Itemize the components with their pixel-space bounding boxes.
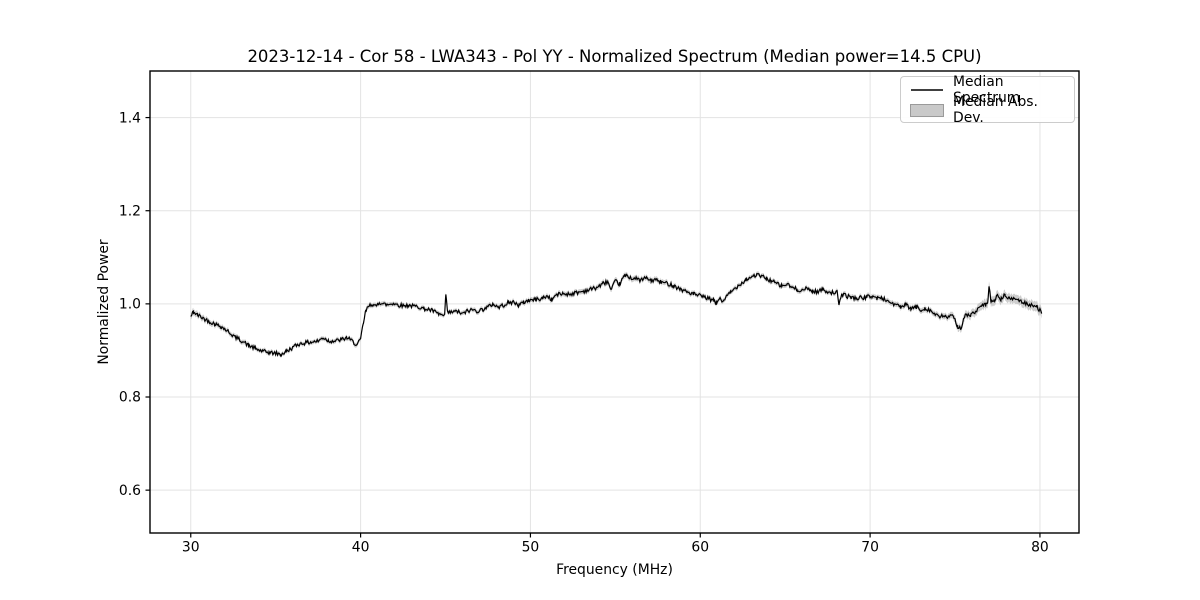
legend-item-median-spectrum: Median Spectrum xyxy=(910,74,1068,106)
legend: Median Spectrum Median Abs. Dev. xyxy=(900,74,1075,126)
y-tick-label: 0.6 xyxy=(119,483,141,499)
legend-label: Median Abs. Dev. xyxy=(953,94,1038,126)
y-axis-label: Normalized Power xyxy=(96,239,112,365)
axes-spine xyxy=(149,70,1080,534)
median-spectrum-line xyxy=(190,272,1043,358)
y-tick-label: 1.4 xyxy=(119,110,141,126)
patch-sample-icon xyxy=(910,103,944,117)
legend-item-median-abs-dev: Median Abs. Dev. xyxy=(910,94,1068,126)
x-tick-label: 80 xyxy=(1031,540,1049,556)
x-tick-label: 40 xyxy=(352,540,370,556)
x-axis-label: Frequency (MHz) xyxy=(556,562,673,578)
y-tick-label: 1.0 xyxy=(119,297,141,313)
x-tick-label: 50 xyxy=(522,540,540,556)
y-tick-label: 0.8 xyxy=(119,390,141,406)
x-tick-label: 60 xyxy=(691,540,709,556)
line-sample-icon xyxy=(910,83,944,97)
chart-title: 2023-12-14 - Cor 58 - LWA343 - Pol YY - … xyxy=(247,47,982,66)
y-tick-label: 1.2 xyxy=(119,203,141,219)
x-tick-label: 70 xyxy=(861,540,879,556)
mad-band xyxy=(190,271,1042,358)
x-tick-label: 30 xyxy=(182,540,200,556)
legend-label: Median Spectrum xyxy=(953,74,1021,106)
